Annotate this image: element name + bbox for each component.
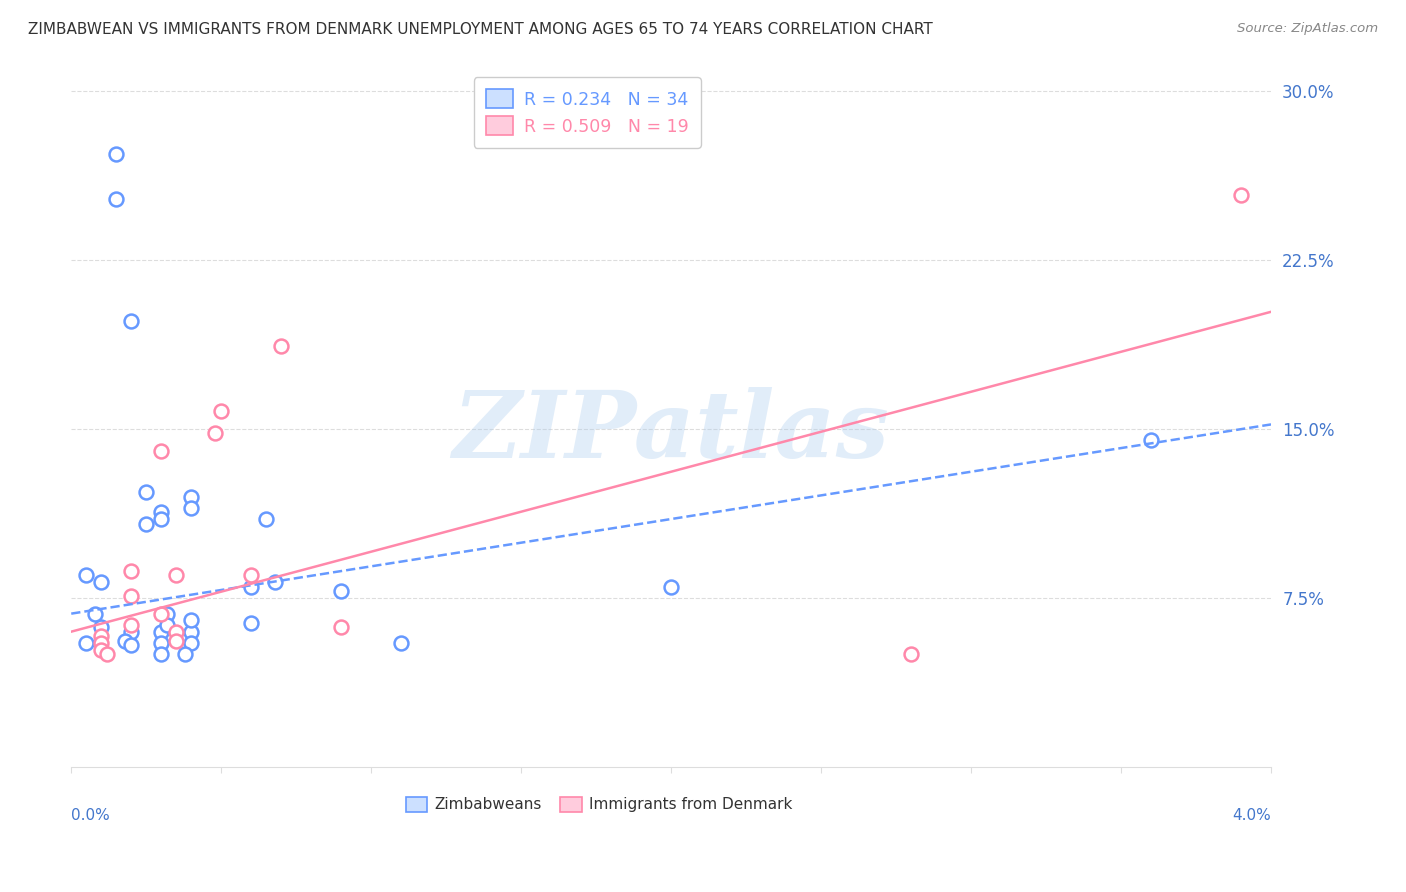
Point	[240, 580, 263, 594]
Point	[1230, 187, 1253, 202]
Point	[120, 638, 142, 652]
Point	[120, 618, 142, 632]
Point	[120, 564, 142, 578]
Point	[389, 636, 412, 650]
Point	[120, 314, 142, 328]
Point	[150, 624, 173, 639]
Point	[90, 636, 112, 650]
Point	[180, 614, 202, 628]
Point	[90, 575, 112, 590]
Point	[254, 512, 277, 526]
Point	[264, 575, 287, 590]
Point	[174, 647, 197, 661]
Point	[659, 580, 682, 594]
Point	[180, 624, 202, 639]
Point	[165, 633, 187, 648]
Point	[180, 490, 202, 504]
Point	[165, 624, 187, 639]
Point	[75, 636, 97, 650]
Point	[330, 584, 353, 599]
Point	[165, 568, 187, 582]
Point	[105, 192, 128, 206]
Point	[180, 636, 202, 650]
Point	[90, 629, 112, 643]
Point	[209, 404, 232, 418]
Point	[90, 642, 112, 657]
Point	[75, 568, 97, 582]
Point	[204, 426, 226, 441]
Point	[96, 647, 118, 661]
Point	[240, 568, 263, 582]
Point	[270, 338, 292, 352]
Point	[135, 516, 157, 531]
Text: ZIMBABWEAN VS IMMIGRANTS FROM DENMARK UNEMPLOYMENT AMONG AGES 65 TO 74 YEARS COR: ZIMBABWEAN VS IMMIGRANTS FROM DENMARK UN…	[28, 22, 932, 37]
Text: ZIPatlas: ZIPatlas	[453, 386, 890, 476]
Point	[114, 633, 136, 648]
Point	[180, 500, 202, 515]
Point	[1140, 433, 1163, 447]
Point	[84, 607, 107, 621]
Point	[105, 147, 128, 161]
Point	[150, 505, 173, 519]
Legend: Zimbabweans, Immigrants from Denmark: Zimbabweans, Immigrants from Denmark	[399, 791, 799, 819]
Text: 0.0%: 0.0%	[72, 808, 110, 823]
Point	[156, 607, 179, 621]
Point	[120, 624, 142, 639]
Point	[90, 620, 112, 634]
Point	[240, 615, 263, 630]
Point	[150, 607, 173, 621]
Point	[120, 589, 142, 603]
Point	[150, 636, 173, 650]
Point	[150, 647, 173, 661]
Point	[135, 485, 157, 500]
Point	[150, 444, 173, 458]
Text: 4.0%: 4.0%	[1232, 808, 1271, 823]
Point	[900, 647, 922, 661]
Point	[156, 618, 179, 632]
Point	[150, 512, 173, 526]
Point	[330, 620, 353, 634]
Text: Source: ZipAtlas.com: Source: ZipAtlas.com	[1237, 22, 1378, 36]
